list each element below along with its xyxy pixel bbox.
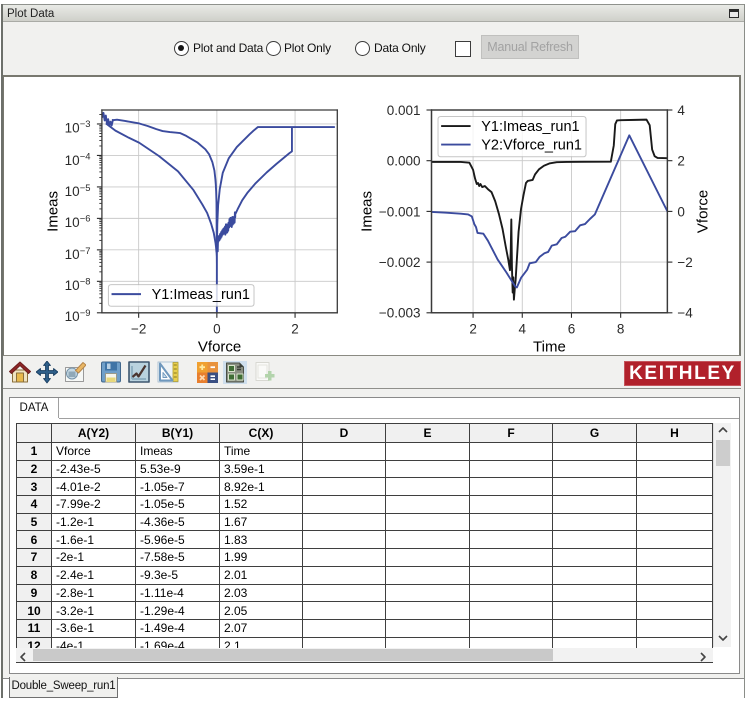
svg-text:6: 6	[568, 322, 576, 337]
svg-text:1 0 −: 1 0 − 6	[65, 209, 91, 231]
svg-text:1 0 −: 1 0 − 3	[65, 114, 91, 136]
svg-text:Y1:Imeas_run1: Y1:Imeas_run1	[481, 119, 579, 135]
svg-text:Imeas: Imeas	[44, 191, 61, 232]
svg-text:Y1:Imeas_run1: Y1:Imeas_run1	[152, 287, 250, 303]
svg-text:−2: −2	[131, 322, 146, 337]
svg-text:1 0 −: 1 0 − 5	[65, 178, 91, 200]
svg-text:1 0 −: 1 0 − 4	[65, 147, 91, 169]
svg-text:1 0 −: 1 0 − 7	[65, 241, 91, 263]
svg-text:−4: −4	[677, 306, 693, 321]
svg-text:Y2:Vforce_run1: Y2:Vforce_run1	[481, 138, 582, 154]
svg-text:Imeas: Imeas	[359, 191, 376, 232]
svg-text:Time: Time	[533, 338, 566, 355]
svg-text:−2: −2	[677, 255, 692, 270]
svg-text:8: 8	[617, 322, 625, 337]
svg-text:1 0 −: 1 0 − 8	[65, 272, 91, 294]
svg-text:Vforce: Vforce	[198, 338, 241, 355]
svg-text:Vforce: Vforce	[695, 190, 712, 233]
svg-text:1 0 −: 1 0 − 9	[65, 303, 91, 325]
svg-text:2: 2	[677, 154, 685, 169]
svg-text:2: 2	[291, 322, 299, 337]
svg-text:0.001: 0.001	[387, 103, 421, 118]
svg-text:2: 2	[469, 322, 477, 337]
svg-text:0: 0	[677, 204, 685, 219]
svg-text:−0.003: −0.003	[379, 306, 421, 321]
svg-text:0.000: 0.000	[387, 154, 421, 169]
svg-text:4: 4	[677, 103, 685, 118]
svg-text:−0.002: −0.002	[379, 255, 421, 270]
svg-text:4: 4	[519, 322, 527, 337]
svg-text:0: 0	[213, 322, 221, 337]
svg-text:−0.001: −0.001	[379, 204, 421, 219]
